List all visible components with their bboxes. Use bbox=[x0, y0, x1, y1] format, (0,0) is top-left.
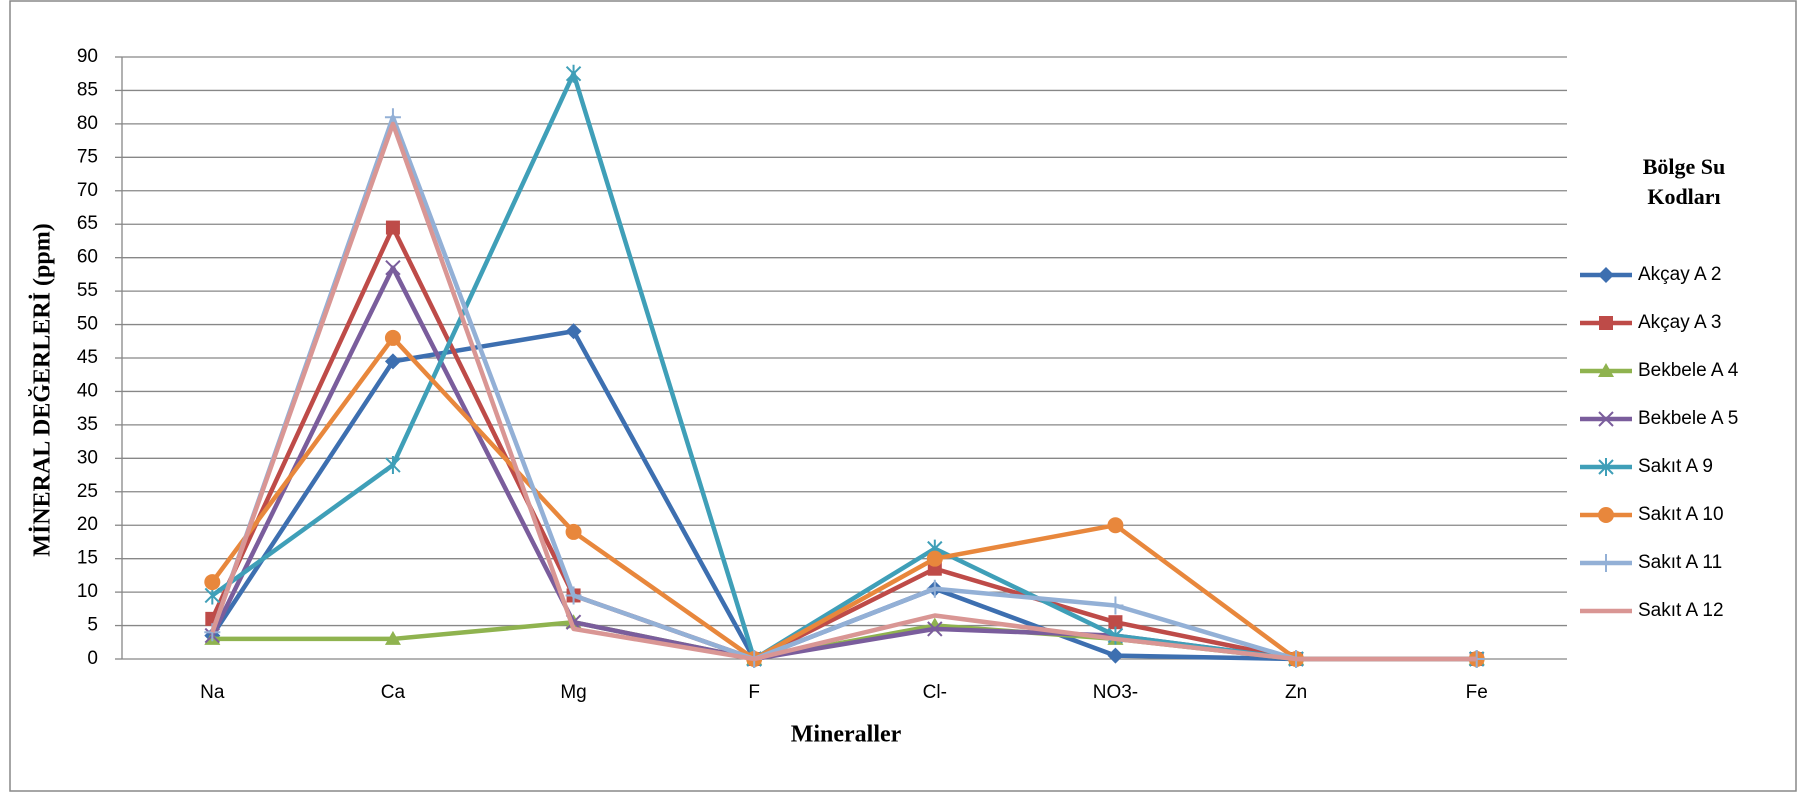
y-tick-label: 5 bbox=[87, 615, 98, 636]
marker bbox=[926, 550, 943, 567]
series bbox=[204, 329, 1485, 667]
y-tick-label: 90 bbox=[77, 46, 98, 67]
series bbox=[210, 121, 1477, 662]
marker bbox=[565, 64, 582, 83]
y-axis-title: MİNERAL DEĞERLERİ (ppm) bbox=[29, 223, 56, 556]
marker bbox=[385, 220, 400, 235]
x-tick-label: Zn bbox=[1285, 682, 1307, 703]
y-tick-label: 0 bbox=[87, 648, 98, 669]
y-tick-label: 65 bbox=[77, 213, 98, 234]
legend-title: Bölge Su Kodları bbox=[1642, 154, 1726, 209]
legend-label: Sakıt A 11 bbox=[1638, 552, 1722, 573]
marker bbox=[1107, 517, 1124, 534]
legend-marker bbox=[1598, 458, 1614, 476]
y-tick-label: 80 bbox=[77, 113, 98, 134]
legend-marker bbox=[1598, 411, 1614, 427]
x-tick-label: Ca bbox=[381, 682, 406, 703]
series-line bbox=[210, 265, 1477, 662]
marker bbox=[926, 579, 943, 598]
x-tick-label: F bbox=[748, 682, 760, 703]
marker bbox=[565, 523, 582, 540]
legend-label: Sakıt A 9 bbox=[1638, 456, 1713, 477]
y-tick-label: 20 bbox=[77, 514, 98, 535]
legend-item: Bekbele A 4 bbox=[1580, 360, 1739, 381]
series bbox=[204, 108, 1485, 668]
y-tick-label: 75 bbox=[77, 146, 98, 167]
series-line bbox=[210, 121, 1477, 662]
legend-label: Sakıt A 12 bbox=[1638, 600, 1724, 621]
y-tick-label: 10 bbox=[77, 581, 98, 602]
legend-marker bbox=[1598, 554, 1614, 572]
marker bbox=[565, 586, 582, 605]
marker bbox=[1107, 596, 1124, 615]
marker bbox=[385, 456, 401, 475]
legend-marker bbox=[1598, 267, 1614, 283]
marker bbox=[565, 323, 582, 340]
y-tick-label: 55 bbox=[77, 280, 98, 301]
legend-item: Sakıt A 10 bbox=[1580, 504, 1724, 525]
legend-label: Akçay A 3 bbox=[1638, 312, 1721, 333]
legend-marker bbox=[1598, 507, 1614, 523]
legend-label: Bekbele A 4 bbox=[1638, 360, 1739, 381]
x-axis-title: Mineraller bbox=[791, 722, 902, 748]
legend-item: Bekbele A 5 bbox=[1580, 408, 1738, 429]
marker bbox=[385, 259, 401, 276]
marker bbox=[384, 329, 401, 346]
y-tick-label: 30 bbox=[77, 447, 98, 468]
legend-item: Akçay A 3 bbox=[1580, 312, 1721, 333]
legend-label: Sakıt A 10 bbox=[1638, 504, 1724, 525]
x-tick-label: Na bbox=[200, 682, 225, 703]
x-tick-label: Cl- bbox=[923, 682, 947, 703]
x-tick-label: NO3- bbox=[1093, 682, 1138, 703]
y-tick-label: 50 bbox=[77, 314, 98, 335]
legend-label: Akçay A 2 bbox=[1638, 264, 1721, 285]
legend-marker bbox=[1599, 316, 1613, 330]
x-tick-label: Mg bbox=[560, 682, 586, 703]
legend-label: Bekbele A 5 bbox=[1638, 408, 1738, 429]
y-tick-label: 15 bbox=[77, 548, 98, 569]
series bbox=[205, 220, 1484, 666]
y-tick-label: 35 bbox=[77, 414, 98, 435]
legend-item: Akçay A 2 bbox=[1580, 264, 1721, 285]
y-tick-label: 85 bbox=[77, 79, 98, 100]
marker bbox=[384, 630, 401, 645]
marker bbox=[384, 353, 401, 370]
legend-item: Sakıt A 11 bbox=[1580, 552, 1722, 573]
legend-item: Sakıt A 12 bbox=[1580, 600, 1724, 621]
series-line bbox=[210, 71, 1477, 662]
x-tick-label: Fe bbox=[1466, 682, 1488, 703]
series-line bbox=[210, 335, 1477, 662]
legend-item: Sakıt A 9 bbox=[1580, 456, 1713, 477]
marker bbox=[1108, 615, 1123, 630]
marker bbox=[204, 574, 221, 591]
y-tick-label: 40 bbox=[77, 380, 98, 401]
marker bbox=[927, 621, 943, 637]
y-tick-label: 60 bbox=[77, 247, 98, 268]
y-tick-label: 25 bbox=[77, 481, 98, 502]
marker bbox=[1107, 647, 1124, 664]
series-line bbox=[210, 114, 1477, 662]
chart-border bbox=[9, 0, 1797, 792]
y-tick-label: 70 bbox=[77, 180, 98, 201]
series bbox=[204, 64, 1485, 668]
y-tick-label: 45 bbox=[77, 347, 98, 368]
legend-marker bbox=[1598, 363, 1614, 377]
